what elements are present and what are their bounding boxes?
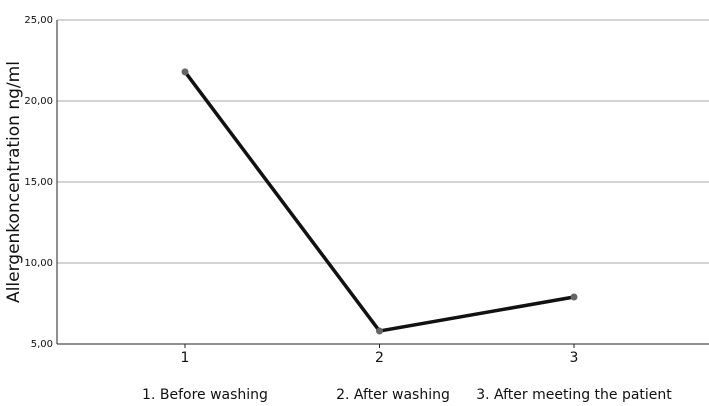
data-point [181, 68, 189, 76]
data-point [570, 293, 578, 301]
x-tick-label: 3 [570, 350, 579, 366]
data-point [376, 327, 383, 335]
category-description: 2. After washing [336, 387, 450, 403]
x-tick-label: 1 [181, 350, 190, 366]
category-description: 3. After meeting the patient [476, 387, 672, 403]
y-tick-label: 10,00 [24, 258, 53, 269]
y-tick-label: 15,00 [24, 177, 53, 188]
y-axis-label: Allergenkoncentration ng/ml [4, 61, 24, 303]
y-tick-label: 25,00 [24, 15, 53, 26]
x-tick-label: 2 [375, 350, 384, 366]
data-line [183, 70, 575, 333]
category-description: 1. Before washing [142, 387, 268, 403]
y-tick-label: 5,00 [31, 339, 53, 350]
y-tick-label: 20,00 [24, 96, 53, 107]
